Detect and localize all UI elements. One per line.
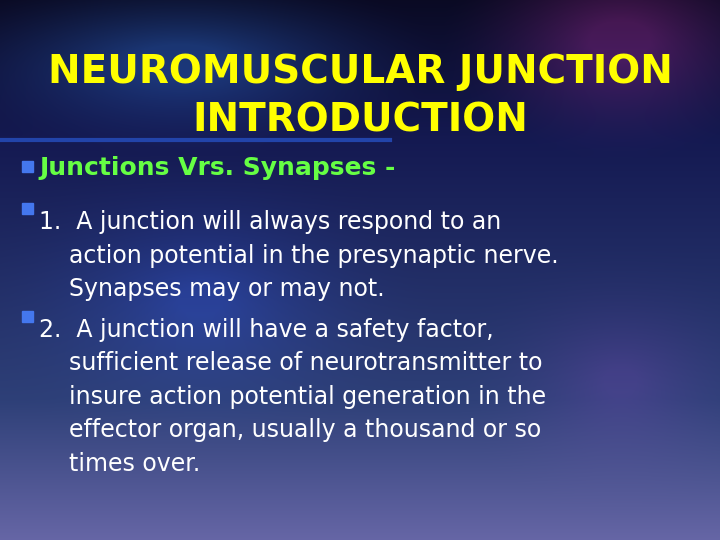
Text: NEUROMUSCULAR JUNCTION: NEUROMUSCULAR JUNCTION [48,53,672,91]
Bar [22,312,33,322]
Bar [22,161,33,172]
Bar [22,204,33,214]
Text: 2.  A junction will have a safety factor,
    sufficient release of neurotransmi: 2. A junction will have a safety factor,… [39,318,546,476]
Text: 1.  A junction will always respond to an
    action potential in the presynaptic: 1. A junction will always respond to an … [39,210,559,301]
Text: INTRODUCTION: INTRODUCTION [192,101,528,139]
Text: Junctions Vrs. Synapses -: Junctions Vrs. Synapses - [39,156,395,180]
